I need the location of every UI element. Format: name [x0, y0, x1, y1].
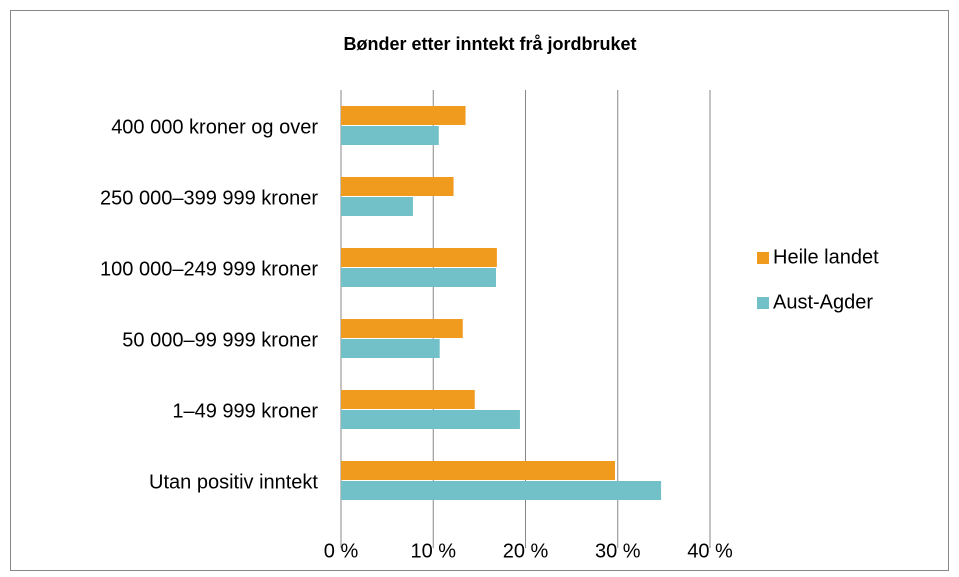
bar [341, 461, 615, 480]
x-tick-label: 30 % [595, 540, 641, 562]
bar [341, 390, 475, 409]
bar [341, 197, 413, 216]
bar [341, 268, 496, 287]
bar [341, 126, 439, 145]
x-tick-label: 10 % [410, 540, 456, 562]
bar [341, 339, 440, 358]
legend-swatch [757, 297, 769, 309]
legend-swatch [757, 252, 769, 264]
bar [341, 177, 454, 196]
chart-title: Bønder etter inntekt frå jordbruket [343, 34, 636, 54]
x-tick-label: 20 % [503, 540, 549, 562]
bar [341, 248, 497, 267]
y-tick-label: 1–49 999 kroner [172, 400, 318, 422]
y-tick-label: 100 000–249 999 kroner [100, 258, 318, 280]
x-tick-label: 0 % [324, 540, 359, 562]
bar [341, 106, 466, 125]
y-tick-label: 400 000 kroner og over [111, 116, 318, 138]
legend-label: Aust-Agder [773, 291, 873, 313]
bar [341, 410, 520, 429]
legend-label: Heile landet [773, 246, 879, 268]
bar [341, 319, 463, 338]
bar [341, 481, 662, 500]
x-tick-label: 40 % [687, 540, 733, 562]
y-tick-label: 250 000–399 999 kroner [100, 187, 318, 209]
y-tick-label: Utan positiv inntekt [149, 471, 318, 493]
y-tick-label: 50 000–99 999 kroner [122, 329, 318, 351]
